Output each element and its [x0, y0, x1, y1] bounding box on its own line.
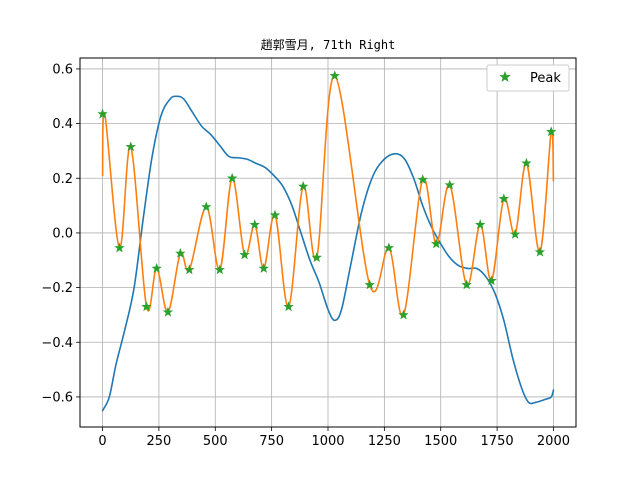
x-tick-label: 1500 [424, 434, 457, 449]
peak-marker [486, 275, 497, 286]
peak-marker [97, 108, 108, 119]
peak-marker [329, 70, 340, 81]
legend: Peak [486, 64, 570, 92]
peak-marker [546, 126, 557, 137]
y-tick-label: 0.2 [52, 172, 73, 187]
peak-marker [444, 179, 455, 190]
x-tick-label: 500 [203, 434, 228, 449]
chart-title: 趙郭雪月, 71th Right [261, 37, 396, 52]
peak-marker [184, 264, 195, 275]
peak-marker [249, 219, 260, 230]
x-tick-label: 2000 [537, 434, 570, 449]
y-axis: −0.6 −0.4 −0.2 0.0 0.2 0.4 0.6 [41, 62, 80, 405]
peak-marker [534, 246, 546, 257]
x-tick-label: 0 [98, 434, 106, 449]
x-tick-label: 1000 [311, 434, 344, 449]
peak-marker [521, 157, 532, 168]
x-axis: 0 250 500 750 1000 1250 1500 1750 2000 [98, 427, 570, 449]
y-tick-label: −0.4 [41, 336, 73, 351]
peak-marker [141, 301, 152, 312]
peak-marker [283, 301, 294, 312]
x-tick-label: 250 [146, 434, 171, 449]
peak-marker [509, 228, 521, 239]
y-tick-label: −0.6 [41, 390, 73, 405]
y-tick-label: 0.0 [52, 226, 73, 241]
peak-marker [214, 264, 225, 275]
peak-markers [97, 70, 557, 320]
peak-marker [461, 279, 472, 290]
peak-marker [298, 181, 309, 191]
peak-marker [239, 249, 250, 260]
peak-marker [258, 263, 269, 273]
y-tick-label: 0.4 [52, 117, 73, 132]
peak-marker [125, 141, 136, 152]
peak-marker [114, 242, 125, 253]
plot-area [79, 57, 577, 428]
series-line-2 [101, 74, 555, 317]
peak-marker [431, 238, 442, 249]
peak-marker [474, 219, 486, 230]
peak-marker [364, 279, 375, 290]
peak-marker [226, 172, 238, 183]
legend-peak-marker [499, 70, 511, 82]
grid [80, 58, 576, 427]
y-tick-label: −0.2 [41, 281, 73, 296]
x-tick-label: 750 [259, 434, 284, 449]
peak-marker [498, 193, 510, 204]
peak-marker [311, 252, 322, 262]
peak-marker [383, 242, 395, 253]
x-tick-label: 1250 [368, 434, 401, 449]
x-tick-label: 1750 [481, 434, 514, 449]
peak-marker [398, 309, 409, 320]
peak-marker [175, 247, 186, 258]
legend-label-peak: Peak [530, 71, 561, 86]
peak-marker [417, 174, 428, 185]
legend-box [486, 64, 570, 92]
peak-marker [201, 201, 212, 212]
y-tick-label: 0.6 [52, 62, 73, 77]
peak-marker [162, 306, 174, 317]
peak-marker [151, 263, 162, 273]
peak-marker [269, 209, 281, 220]
